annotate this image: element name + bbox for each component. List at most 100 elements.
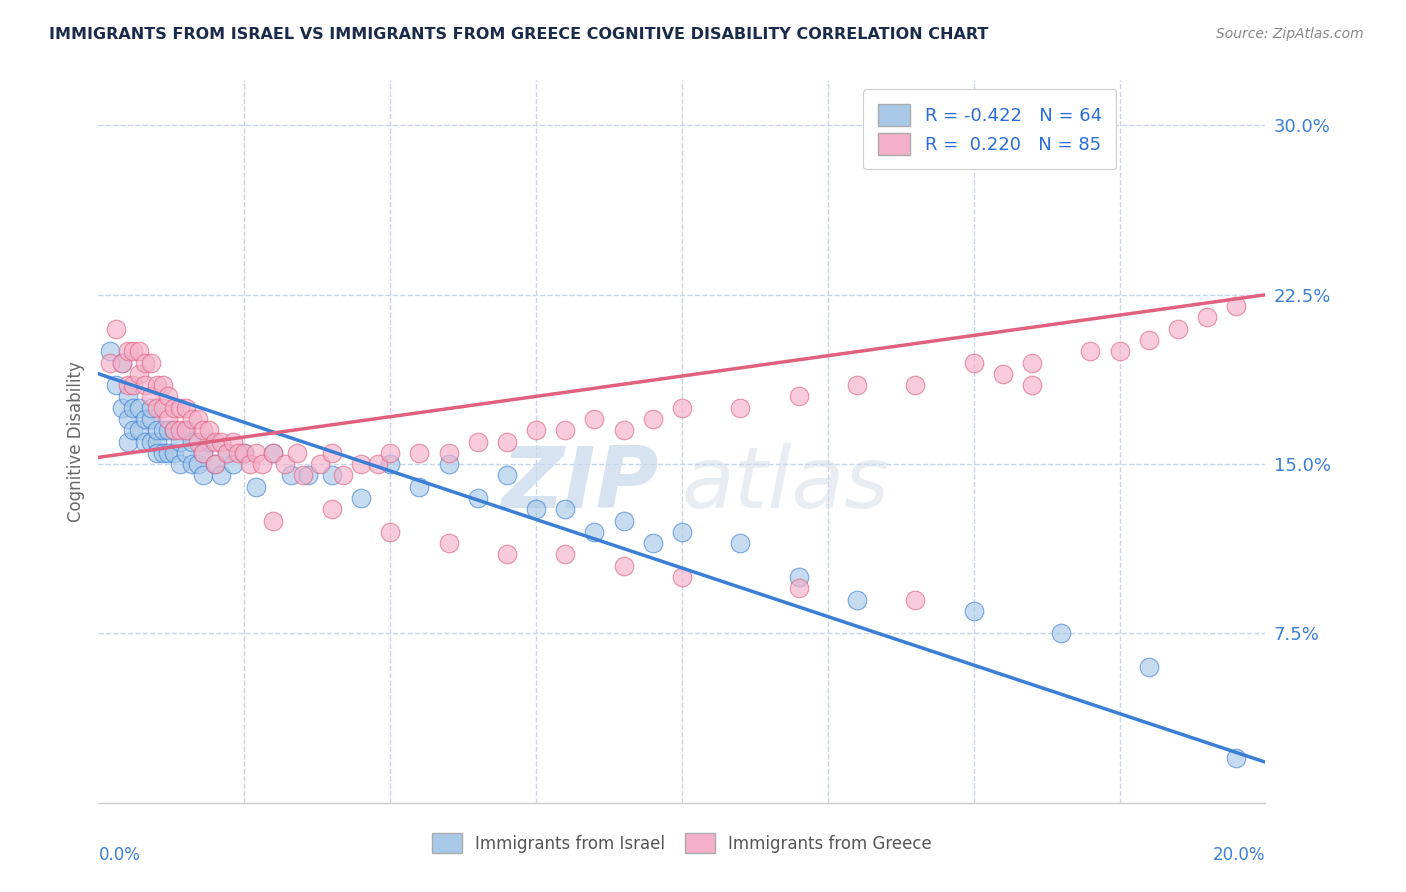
Point xyxy=(187,434,209,449)
Point xyxy=(496,468,519,483)
Point xyxy=(612,423,634,437)
Point xyxy=(152,378,174,392)
Point xyxy=(117,378,139,392)
Point xyxy=(1195,310,1218,325)
Point xyxy=(193,446,215,460)
Point xyxy=(524,502,547,516)
Text: 0.0%: 0.0% xyxy=(98,847,141,864)
Point xyxy=(285,446,308,460)
Point xyxy=(321,502,343,516)
Point xyxy=(991,367,1014,381)
Point xyxy=(117,389,139,403)
Point xyxy=(163,446,186,460)
Point xyxy=(128,344,150,359)
Point xyxy=(180,412,202,426)
Point xyxy=(215,446,238,460)
Point xyxy=(152,401,174,415)
Y-axis label: Cognitive Disability: Cognitive Disability xyxy=(66,361,84,522)
Legend: Immigrants from Israel, Immigrants from Greece: Immigrants from Israel, Immigrants from … xyxy=(419,820,945,867)
Point xyxy=(221,457,243,471)
Point xyxy=(467,434,489,449)
Point xyxy=(146,378,169,392)
Point xyxy=(134,378,156,392)
Point xyxy=(524,423,547,437)
Point xyxy=(554,423,576,437)
Point xyxy=(612,514,634,528)
Point xyxy=(321,446,343,460)
Point xyxy=(554,502,576,516)
Point xyxy=(193,468,215,483)
Point xyxy=(233,446,256,460)
Text: atlas: atlas xyxy=(682,443,890,526)
Text: 20.0%: 20.0% xyxy=(1213,847,1265,864)
Point xyxy=(671,570,693,584)
Point xyxy=(250,457,273,471)
Point xyxy=(152,423,174,437)
Point xyxy=(157,389,180,403)
Point xyxy=(169,457,191,471)
Point xyxy=(134,412,156,426)
Point xyxy=(157,412,180,426)
Point xyxy=(98,355,121,369)
Point xyxy=(496,434,519,449)
Point xyxy=(262,514,284,528)
Point xyxy=(139,355,162,369)
Point xyxy=(134,355,156,369)
Point xyxy=(163,423,186,437)
Point xyxy=(846,592,869,607)
Point xyxy=(198,434,221,449)
Point xyxy=(730,401,752,415)
Point xyxy=(787,570,810,584)
Point xyxy=(332,468,354,483)
Point xyxy=(98,344,121,359)
Point xyxy=(104,378,127,392)
Point xyxy=(104,321,127,335)
Point xyxy=(554,548,576,562)
Point xyxy=(122,344,145,359)
Point xyxy=(122,401,145,415)
Point xyxy=(204,457,226,471)
Point xyxy=(221,434,243,449)
Point xyxy=(134,434,156,449)
Point xyxy=(309,457,332,471)
Point xyxy=(262,446,284,460)
Point xyxy=(437,457,460,471)
Point xyxy=(787,582,810,596)
Point xyxy=(187,412,209,426)
Point xyxy=(671,401,693,415)
Point xyxy=(350,457,373,471)
Point xyxy=(1137,660,1160,674)
Point xyxy=(233,446,256,460)
Point xyxy=(641,412,664,426)
Point xyxy=(146,446,169,460)
Point xyxy=(174,423,197,437)
Point xyxy=(297,468,319,483)
Point xyxy=(641,536,664,550)
Point xyxy=(904,592,927,607)
Point xyxy=(380,457,402,471)
Point xyxy=(1080,344,1102,359)
Point xyxy=(193,446,215,460)
Point xyxy=(245,480,267,494)
Point xyxy=(117,412,139,426)
Point xyxy=(174,423,197,437)
Point xyxy=(111,355,134,369)
Point xyxy=(380,446,402,460)
Point xyxy=(962,355,984,369)
Point xyxy=(163,401,186,415)
Point xyxy=(291,468,314,483)
Point xyxy=(1225,750,1247,764)
Point xyxy=(1021,355,1043,369)
Point xyxy=(146,423,169,437)
Point xyxy=(321,468,343,483)
Point xyxy=(367,457,389,471)
Point xyxy=(193,423,215,437)
Text: IMMIGRANTS FROM ISRAEL VS IMMIGRANTS FROM GREECE COGNITIVE DISABILITY CORRELATIO: IMMIGRANTS FROM ISRAEL VS IMMIGRANTS FRO… xyxy=(49,27,988,42)
Point xyxy=(209,468,232,483)
Point xyxy=(204,434,226,449)
Point xyxy=(157,423,180,437)
Point xyxy=(122,423,145,437)
Point xyxy=(204,457,226,471)
Point xyxy=(215,446,238,460)
Point xyxy=(280,468,302,483)
